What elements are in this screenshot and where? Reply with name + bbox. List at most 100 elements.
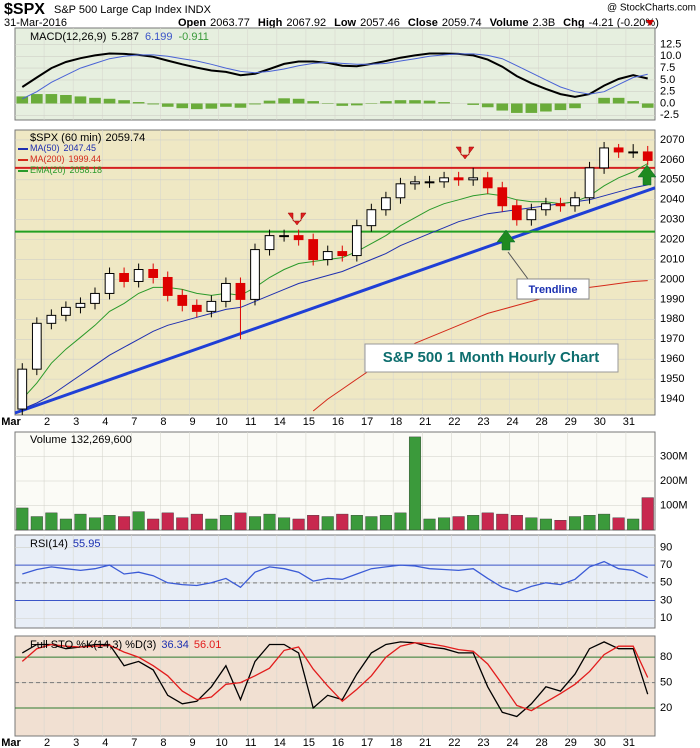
quote-value: 2.3B [533,17,556,29]
histogram-bar [438,102,450,104]
volume-bar [379,515,392,531]
x-tick-label: 22 [448,416,460,428]
quote-label: Low [334,17,356,29]
legend-text: Volume [30,434,67,446]
note-box [364,343,619,373]
legend-text: 36.34 [161,639,189,651]
quote-value: 2063.77 [210,17,250,29]
volume-bar [161,512,174,531]
volume-bar [641,497,654,531]
x-tick-label: 18 [390,737,402,748]
histogram-bar [307,101,319,104]
y-tick-label: 2050 [660,174,684,186]
y-tick-label: 1980 [660,313,684,325]
candle-body [541,203,551,211]
x-tick-label: 10 [216,416,228,428]
candle-body [381,197,391,211]
histogram-bar [278,98,290,104]
histogram-bar [598,97,610,104]
histogram-bar [496,103,509,111]
histogram-bar [234,103,247,108]
y-tick-label: 2060 [660,154,684,166]
volume-bar [292,518,305,531]
legend-text: 2059.74 [106,132,146,144]
histogram-bar [481,103,494,108]
trendline-label: Trendline [529,284,578,296]
volume-bar [481,512,494,531]
candle-body [395,183,406,199]
histogram-bar [205,103,218,109]
legend-text: MA(50) [30,143,60,153]
x-tick-label: 21 [419,416,431,428]
candle-body [366,209,377,227]
y-tick-label: 2040 [660,194,684,206]
volume-bar [496,513,509,531]
histogram-bar [45,94,58,104]
candle-body [90,292,100,304]
candle-body [46,314,57,324]
histogram-bar [423,100,436,104]
volume-bar [554,520,567,531]
y-tick-label: 2.5 [660,86,675,98]
histogram-bar [292,98,305,104]
candle-body [148,269,159,278]
histogram-bar [409,100,421,104]
subtitle: S&P 500 Large Cap Index INDX [54,4,212,16]
volume-bar [16,507,29,531]
histogram-bar [161,103,174,107]
x-tick-label: 8 [160,737,166,748]
x-tick-label: 2 [44,416,50,428]
x-tick-label: 24 [506,737,518,748]
histogram-bar [103,98,116,104]
x-tick-label: 2 [44,737,50,748]
volume-bar [45,512,58,531]
quote-label: High [258,17,283,29]
histogram-bar [176,103,189,109]
y-tick-label: 100M [660,499,688,511]
legend: MACD(12,26,9) 5.287 6.199 -0.911 [30,31,209,43]
volume-bar [219,515,232,531]
histogram-bar [249,103,261,105]
y-tick-label: 10.0 [660,50,681,62]
x-tick-label: 4 [102,416,108,428]
y-tick-label: 20 [660,702,672,714]
series-line [21,52,648,98]
legend-text: 5.287 [111,31,139,43]
x-tick-label: 15 [303,737,315,748]
histogram-bar [554,103,567,111]
legend-text: $SPX (60 min) [30,132,102,144]
volume-bar [59,518,72,531]
legend-text: 6.199 [145,31,173,43]
candle-body [497,187,508,207]
legend-text: 1999.44 [69,154,102,164]
volume-bar [263,513,276,531]
histogram-bar [147,103,159,105]
series-line [22,560,648,593]
legend: $SPX (60 min) 2059.74 [30,132,145,144]
volume-bar [88,517,102,531]
volume-bar [408,436,422,531]
legend-text: RSI(14) [30,538,68,550]
volume-bar [467,515,480,531]
histogram-bar [191,103,203,110]
volume-bar [452,516,465,531]
histogram-bar [627,101,639,104]
volume-bar [190,513,203,531]
x-tick-label: 15 [303,416,315,428]
date: 31-Mar-2016 [4,17,67,29]
legend-text: EMA(20) [30,165,66,175]
title: $SPX [4,1,45,18]
x-tick-label: 10 [216,737,228,748]
series-line [21,163,648,400]
candle-body [642,151,653,161]
candle-body [250,249,260,300]
legend-text: 55.95 [73,538,101,550]
legend: Volume 132,269,600 [30,434,132,446]
x-tick-label: 28 [536,737,548,748]
volume-bar [118,516,131,531]
candle-body [453,177,464,181]
candle-body [31,322,42,370]
y-tick-label: 50 [660,577,672,589]
candle-body [337,251,348,257]
